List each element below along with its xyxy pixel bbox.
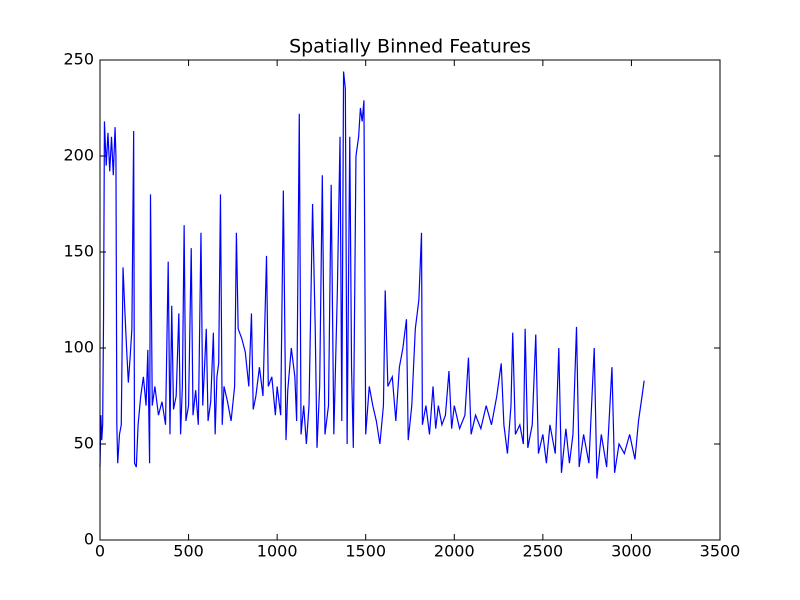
chart-title: Spatially Binned Features bbox=[289, 36, 531, 58]
x-tick-label: 500 bbox=[173, 542, 204, 561]
x-tick-label: 2500 bbox=[522, 542, 563, 561]
x-tick-label: 1000 bbox=[257, 542, 298, 561]
y-tick-label: 0 bbox=[84, 530, 94, 549]
x-tick-label: 0 bbox=[95, 542, 105, 561]
y-tick-label: 200 bbox=[63, 146, 94, 165]
plot-frame bbox=[99, 59, 721, 541]
y-tick-label: 250 bbox=[63, 50, 94, 69]
data-line bbox=[99, 71, 645, 479]
y-tick-label: 50 bbox=[74, 434, 94, 453]
x-tick-label: 3000 bbox=[611, 542, 652, 561]
y-tick-label: 100 bbox=[63, 338, 94, 357]
x-tick-label: 1500 bbox=[345, 542, 386, 561]
x-tick-label: 3500 bbox=[700, 542, 741, 561]
x-tick-label: 2000 bbox=[434, 542, 475, 561]
y-tick-label: 150 bbox=[63, 242, 94, 261]
